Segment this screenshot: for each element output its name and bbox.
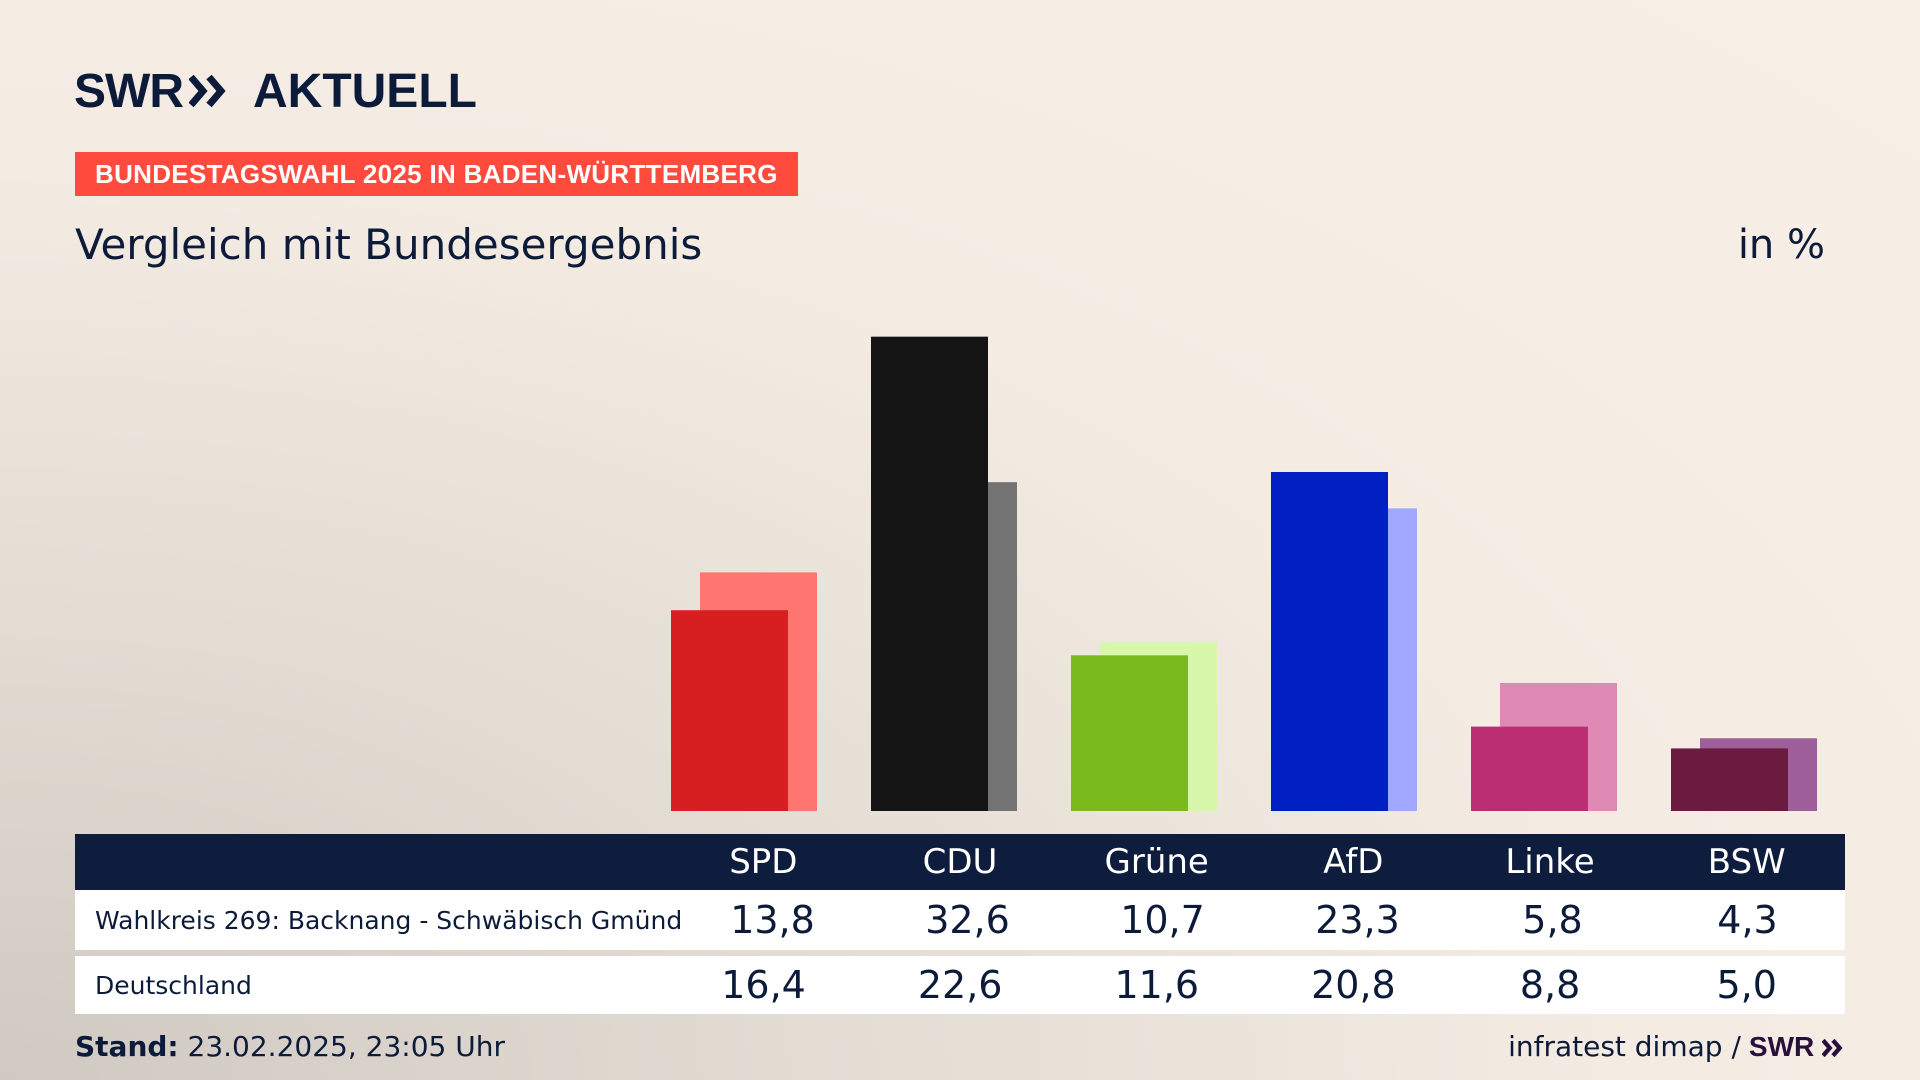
bar-wahlkreis-bsw	[1671, 748, 1788, 811]
bar-wahlkreis-cdu	[871, 336, 988, 811]
source-text: infratest dimap /	[1508, 1030, 1741, 1063]
page-title: Vergleich mit Bundesergebnis	[75, 220, 703, 269]
value-cell: 4,3	[1717, 898, 1778, 942]
bar-chart	[671, 336, 1817, 811]
header-party: SPD	[729, 842, 798, 882]
header-party: Linke	[1505, 842, 1595, 882]
swr-logo-text: SWR	[74, 64, 184, 118]
table-row: Wahlkreis 269: Backnang - Schwäbisch Gmü…	[75, 890, 1845, 950]
table-header: SPD CDU Grüne AfD Linke BSW	[75, 834, 1845, 890]
aktuell-logo-text: AKTUELL	[252, 64, 477, 118]
value-cell: 20,8	[1311, 963, 1396, 1007]
value-cell: 16,4	[721, 963, 806, 1007]
stand-value: 23.02.2025, 23:05 Uhr	[178, 1030, 505, 1063]
stand-label: Stand:	[75, 1030, 179, 1063]
election-tag: BUNDESTAGSWAHL 2025 IN BADEN-WÜRTTEMBERG	[75, 152, 798, 196]
header-spacer	[75, 834, 665, 890]
row-label: Wahlkreis 269: Backnang - Schwäbisch Gmü…	[95, 905, 683, 935]
bar-wahlkreis-afd	[1271, 471, 1388, 811]
bar-wahlkreis-spd	[671, 610, 788, 811]
value-cell: 32,6	[925, 898, 1010, 942]
header-party: CDU	[922, 842, 998, 882]
bar-wahlkreis-grüne	[1071, 655, 1188, 811]
double-chevron-icon	[188, 74, 226, 108]
timestamp: Stand: 23.02.2025, 23:05 Uhr	[75, 1030, 505, 1063]
table-row: Deutschland 16,4 22,6 11,6 20,8 8,8 5,0	[75, 956, 1845, 1014]
header-party: Grüne	[1104, 842, 1209, 882]
value-cell: 5,0	[1716, 963, 1777, 1007]
swr-logo: SWR	[74, 64, 229, 119]
value-cell: 8,8	[1519, 963, 1581, 1007]
value-cell: 10,7	[1120, 898, 1205, 942]
double-chevron-icon	[1821, 1038, 1843, 1058]
header-party: BSW	[1707, 842, 1786, 882]
row-label: Deutschland	[95, 970, 252, 1000]
value-cell: 13,8	[730, 898, 815, 942]
results-table: SPD CDU Grüne AfD Linke BSW Wahlkreis 26…	[75, 834, 1845, 1014]
source-credit: infratest dimap / SWR	[1508, 1030, 1844, 1063]
bar-wahlkreis-linke	[1471, 726, 1588, 811]
value-cell: 5,8	[1522, 898, 1583, 942]
header-party: AfD	[1323, 842, 1384, 882]
footer-logo-text: SWR	[1748, 1030, 1815, 1062]
unit-label: in %	[1737, 222, 1825, 268]
swr-footer-logo: SWR	[1749, 1031, 1844, 1063]
value-cell: 23,3	[1315, 898, 1400, 942]
value-cell: 11,6	[1114, 963, 1200, 1007]
value-cell: 22,6	[917, 963, 1003, 1007]
swr-aktuell-logo: SWR AKTUELL	[74, 64, 477, 119]
